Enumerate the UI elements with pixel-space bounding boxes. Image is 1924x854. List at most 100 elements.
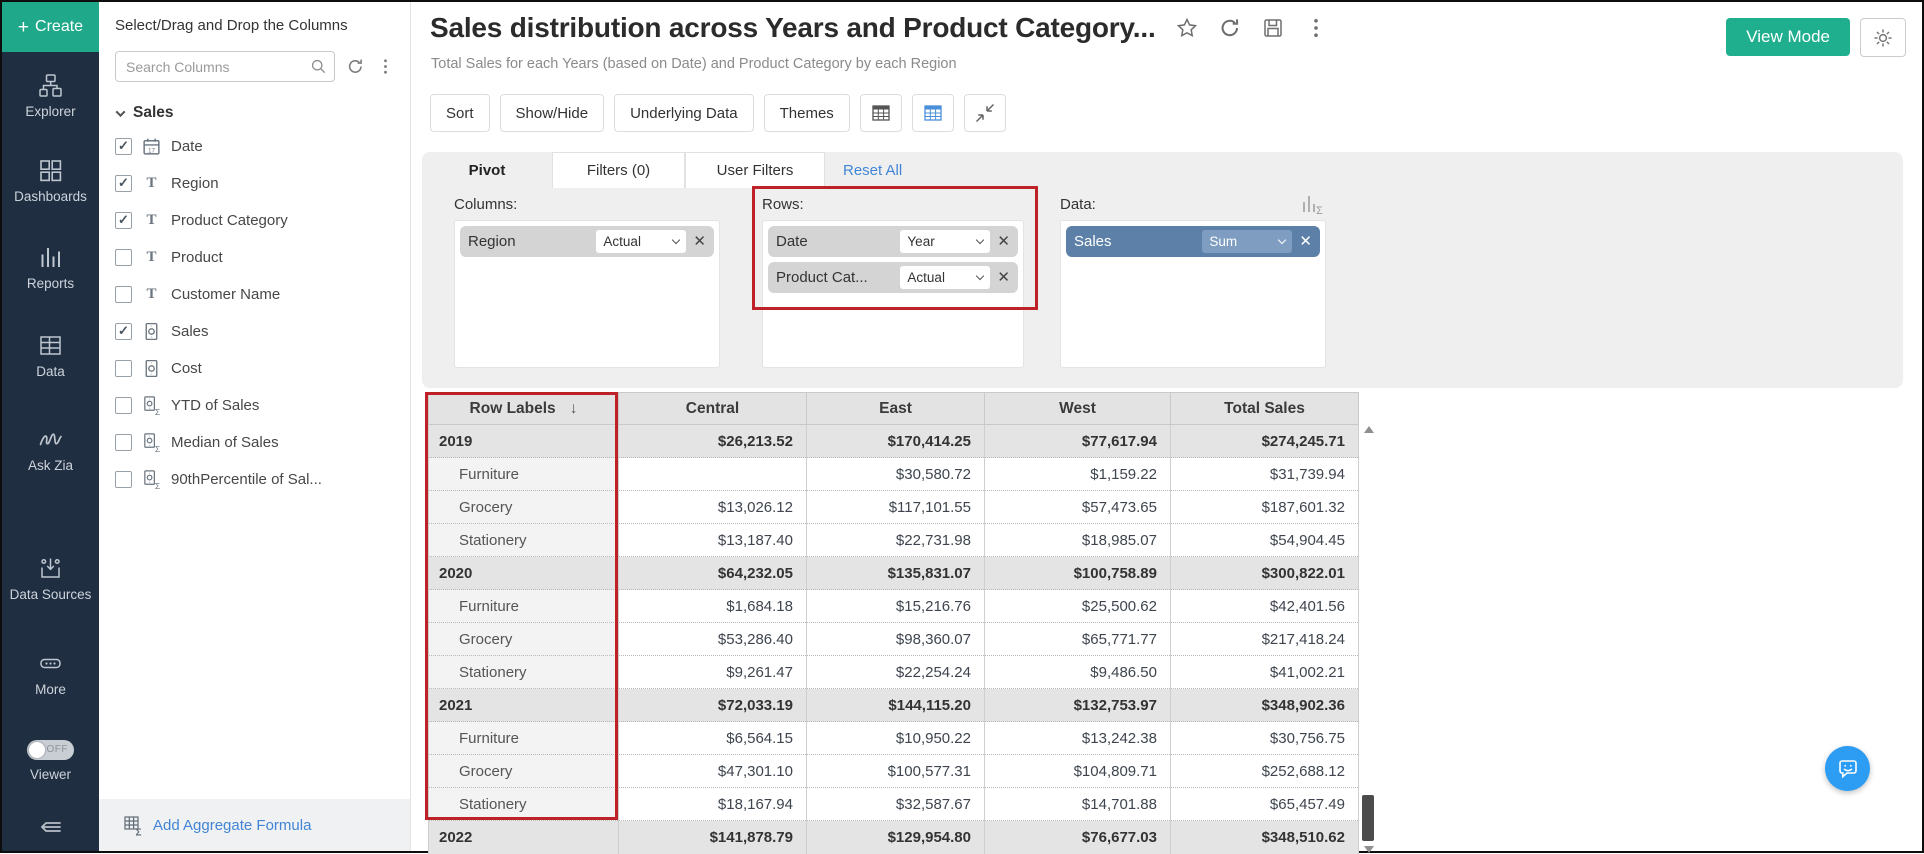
data-zone-box[interactable]: Sales Sum ✕ — [1060, 220, 1326, 368]
view-mode-button[interactable]: View Mode — [1726, 18, 1850, 56]
field-row-customer-name[interactable]: T Customer Name — [115, 276, 410, 313]
pivot-col-header-row-labels[interactable]: Row Labels ↓ — [428, 392, 619, 425]
sidebar-item-explorer[interactable]: Explorer — [2, 72, 99, 121]
underlying-data-button[interactable]: Underlying Data — [614, 94, 754, 132]
field-checkbox[interactable] — [115, 471, 132, 488]
tab-pivot[interactable]: Pivot — [468, 161, 506, 179]
field-checkbox[interactable] — [115, 323, 132, 340]
row-label-cell: Stationery — [428, 655, 619, 689]
chip-region[interactable]: Region Actual ✕ — [460, 226, 714, 257]
chip-label: Region — [468, 233, 516, 250]
remove-chip-icon[interactable]: ✕ — [997, 269, 1010, 286]
columns-drop-zone: Columns: Region Actual ✕ — [454, 192, 720, 368]
field-row-sales[interactable]: Sales — [115, 313, 410, 350]
value-cell: $31,739.94 — [1170, 457, 1359, 491]
field-checkbox[interactable] — [115, 175, 132, 192]
scroll-thumb[interactable] — [1362, 795, 1374, 841]
refresh-report-icon[interactable] — [1218, 16, 1242, 40]
field-checkbox[interactable] — [115, 138, 132, 155]
chip-date[interactable]: Date Year ✕ — [768, 226, 1018, 257]
chip-sales[interactable]: Sales Sum ✕ — [1066, 226, 1320, 257]
row-label-cell: Furniture — [428, 721, 619, 755]
refresh-columns-icon[interactable] — [346, 57, 365, 76]
viewer-block: OFF Viewer — [2, 740, 99, 782]
chip-date-dropdown[interactable]: Year — [900, 230, 991, 253]
viewer-toggle[interactable]: OFF — [27, 740, 74, 760]
value-cell: $132,753.97 — [984, 688, 1171, 722]
rows-drop-zone: Rows: Date Year ✕ Product Cat... Actual — [762, 192, 1024, 368]
sidebar-item-ask-zia[interactable]: Ask Zia — [2, 426, 99, 475]
show-hide-button[interactable]: Show/Hide — [499, 94, 605, 132]
chip-sales-dropdown[interactable]: Sum — [1202, 230, 1293, 253]
add-aggregate-formula-link[interactable]: Add Aggregate Formula — [153, 816, 312, 834]
pivot-col-header-east[interactable]: East — [806, 392, 985, 425]
table-row: Furniture $6,564.15 $10,950.22 $13,242.38 $3… — [428, 721, 1359, 755]
table-view-button[interactable] — [859, 94, 902, 132]
create-button[interactable]: + Create — [2, 2, 99, 52]
field-checkbox[interactable] — [115, 249, 132, 266]
reset-all-link[interactable]: Reset All — [843, 161, 903, 179]
chip-region-dropdown[interactable]: Actual — [596, 230, 687, 253]
scroll-down-arrow[interactable] — [1364, 846, 1374, 853]
remove-chip-icon[interactable]: ✕ — [997, 233, 1010, 250]
field-checkbox[interactable] — [115, 212, 132, 229]
save-icon[interactable] — [1261, 16, 1285, 40]
pivot-col-header-west[interactable]: West — [984, 392, 1171, 425]
field-row-product[interactable]: T Product — [115, 239, 410, 276]
field-row-product-category[interactable]: T Product Category — [115, 202, 410, 239]
calendar-icon: 17 — [141, 136, 162, 157]
pivot-col-header-total-sales[interactable]: Total Sales — [1170, 392, 1359, 425]
freeze-table-view-button[interactable] — [911, 94, 954, 132]
remove-chip-icon[interactable]: ✕ — [693, 233, 706, 250]
field-name: Product — [171, 249, 223, 266]
remove-chip-icon[interactable]: ✕ — [1299, 233, 1312, 250]
table-group-sales[interactable]: Sales — [115, 104, 410, 122]
report-menu-kebab-icon[interactable] — [1304, 16, 1328, 40]
value-cell: $13,026.12 — [618, 490, 807, 524]
sidebar-item-more[interactable]: More — [2, 650, 99, 699]
data-table-icon — [37, 332, 64, 359]
search-columns-input[interactable] — [115, 51, 335, 82]
scroll-up-arrow[interactable] — [1364, 426, 1374, 433]
report-subtitle: Total Sales for each Years (based on Dat… — [431, 56, 957, 72]
pivot-col-header-central[interactable]: Central — [618, 392, 807, 425]
field-row-region[interactable]: T Region — [115, 165, 410, 202]
sort-button[interactable]: Sort — [430, 94, 490, 132]
value-cell: $100,758.89 — [984, 556, 1171, 590]
value-cell: $57,473.65 — [984, 490, 1171, 524]
pivot-table: Row Labels ↓ Central East West Total Sales 20… — [428, 392, 1359, 854]
field-row-90thpercentile-of-sal[interactable]: Σ 90thPercentile of Sal... — [115, 461, 410, 498]
sidebar-item-reports[interactable]: Reports — [2, 244, 99, 293]
rows-zone-label: Rows: — [762, 195, 804, 213]
table-dark-icon — [870, 102, 892, 124]
chip-product-category-dropdown[interactable]: Actual — [900, 266, 991, 289]
chart-sigma-icon: Σ — [1300, 193, 1326, 215]
favorite-star-icon[interactable] — [1175, 16, 1199, 40]
chip-product-category[interactable]: Product Cat... Actual ✕ — [768, 262, 1018, 293]
pivot-config-panel: Pivot Filters (0) User Filters Reset All… — [422, 152, 1903, 388]
sidebar-item-label: Dashboards — [14, 189, 87, 204]
sidebar-item-dashboards[interactable]: Dashboards — [2, 157, 99, 206]
field-row-ytd-of-sales[interactable]: Σ YTD of Sales — [115, 387, 410, 424]
chat-support-button[interactable] — [1825, 746, 1870, 791]
field-row-date[interactable]: 17 Date — [115, 128, 410, 165]
themes-button[interactable]: Themes — [763, 94, 850, 132]
field-checkbox[interactable] — [115, 360, 132, 377]
rows-zone-box[interactable]: Date Year ✕ Product Cat... Actual ✕ — [762, 220, 1024, 368]
field-checkbox[interactable] — [115, 434, 132, 451]
sidebar-collapse-button[interactable] — [2, 814, 99, 840]
tab-filters[interactable]: Filters (0) — [552, 152, 685, 188]
columns-zone-box[interactable]: Region Actual ✕ — [454, 220, 720, 368]
field-row-median-of-sales[interactable]: Σ Median of Sales — [115, 424, 410, 461]
collapse-panel-button[interactable] — [963, 94, 1006, 132]
field-row-cost[interactable]: Cost — [115, 350, 410, 387]
columns-menu-kebab-icon[interactable] — [376, 57, 395, 76]
sidebar-item-data-sources[interactable]: Data Sources — [2, 555, 99, 604]
sort-descending-icon[interactable]: ↓ — [569, 399, 578, 417]
field-checkbox[interactable] — [115, 397, 132, 414]
tab-user-filters[interactable]: User Filters — [685, 152, 825, 188]
table-row: 2020 $64,232.05 $135,831.07 $100,758.89 $300… — [428, 556, 1359, 590]
settings-button[interactable] — [1860, 18, 1906, 57]
sidebar-item-data[interactable]: Data — [2, 332, 99, 381]
field-checkbox[interactable] — [115, 286, 132, 303]
